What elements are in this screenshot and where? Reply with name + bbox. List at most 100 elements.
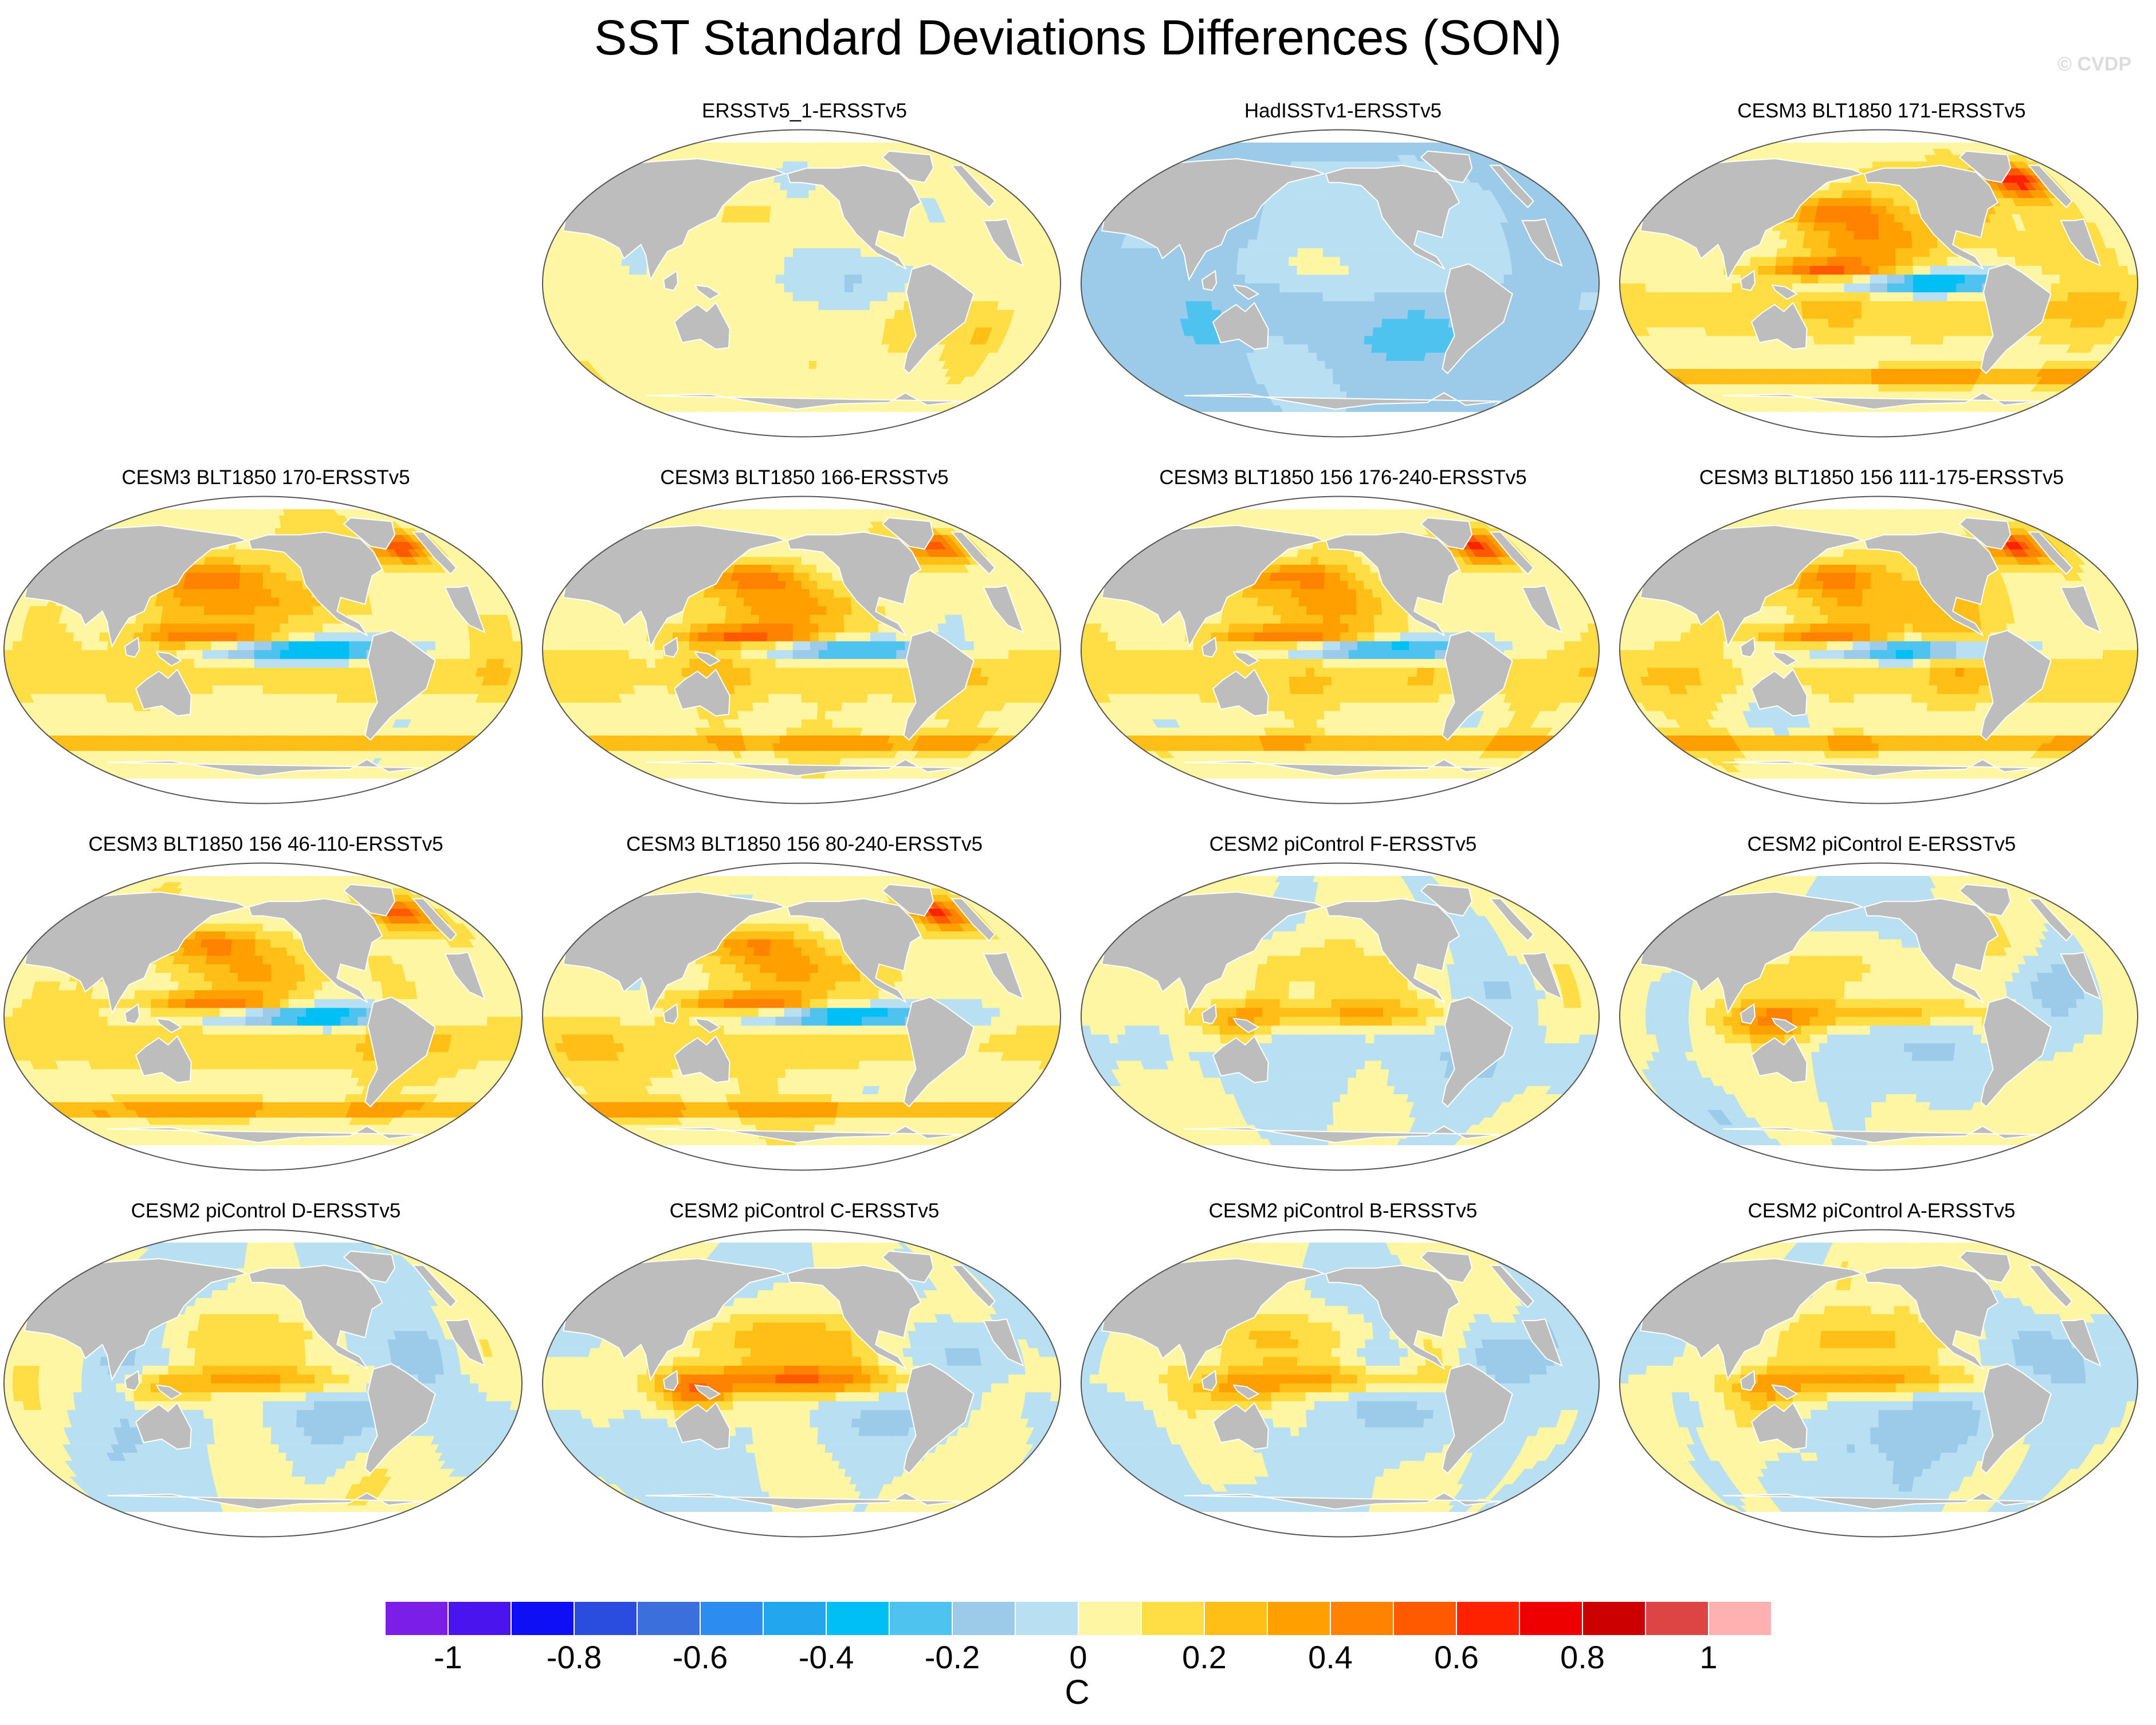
field-cell [611, 161, 627, 168]
field-cell [1229, 247, 1239, 257]
field-cell [839, 352, 849, 361]
field-cell [801, 292, 811, 301]
field-cell [788, 161, 796, 168]
field-cell [809, 327, 819, 336]
field-cell [1279, 292, 1289, 301]
field-cell [1690, 301, 1701, 311]
field-cell [823, 360, 832, 369]
field-cell [827, 256, 837, 266]
field-cell [1365, 318, 1375, 328]
field-cell [1263, 247, 1273, 257]
field-cell [672, 292, 682, 301]
field-cell [795, 391, 802, 399]
field-cell [1589, 274, 1599, 284]
field-cell [1340, 344, 1349, 353]
field-cell [1340, 318, 1349, 328]
field-cell [1281, 239, 1291, 249]
field-cell [794, 182, 802, 191]
field-cell [1863, 352, 1872, 361]
field-cell [1303, 190, 1312, 198]
field-cell [793, 214, 802, 223]
field-cell [595, 301, 606, 311]
field-cell [1283, 214, 1294, 223]
field-cell [1177, 142, 1193, 149]
field-cell [1297, 309, 1307, 319]
field-cell [895, 301, 905, 311]
field-cell [835, 256, 845, 266]
field-cell [1306, 327, 1316, 336]
field-cell [1282, 327, 1291, 336]
field-cell [1356, 318, 1366, 328]
field-cell [681, 256, 692, 266]
field-cell [786, 360, 795, 369]
field-cell [1878, 335, 1887, 345]
field-cell [878, 301, 888, 311]
field-cell [843, 256, 854, 266]
field-cell [772, 182, 781, 191]
field-cell [1362, 360, 1371, 369]
field-cell [1340, 376, 1348, 384]
field-cell [768, 230, 777, 240]
field-cell [1340, 148, 1346, 155]
field-cell [1314, 318, 1324, 328]
field-cell [1725, 309, 1736, 319]
field-cell [1298, 230, 1308, 240]
field-cell [1382, 309, 1392, 319]
field-cell [1714, 292, 1725, 301]
field-cell [825, 335, 835, 345]
field-cell [758, 265, 768, 275]
field-cell [943, 142, 959, 149]
field-cell [1911, 318, 1921, 328]
field-cell [1423, 318, 1434, 328]
field-cell [763, 360, 772, 369]
field-cell [801, 283, 811, 293]
field-cell [801, 384, 809, 392]
field-cell [734, 318, 744, 328]
field-cell [683, 239, 694, 249]
field-cell [764, 190, 773, 198]
field-cell [1295, 190, 1305, 198]
field-cell [941, 148, 957, 155]
field-cell [1334, 142, 1341, 149]
field-cell [1239, 239, 1249, 249]
field-cell [2032, 405, 2048, 412]
field-cell [1820, 327, 1830, 336]
field-cell [776, 230, 786, 240]
field-cell [1355, 214, 1365, 223]
field-cell [1204, 142, 1219, 149]
field-cell [1305, 265, 1315, 275]
field-cell [982, 283, 992, 293]
field-cell [1812, 327, 1822, 336]
field-cell [1458, 247, 1468, 257]
field-cell [1520, 265, 1530, 275]
field-cell [832, 344, 842, 353]
field-cell [724, 283, 733, 293]
field-cell [1697, 292, 1707, 301]
field-cell [792, 274, 802, 284]
field-cell [1348, 274, 1358, 284]
field-cell [1315, 344, 1325, 353]
field-cell [637, 292, 647, 301]
map-svg [1081, 129, 1600, 438]
field-cell [1158, 405, 1175, 412]
field-cell [767, 239, 777, 249]
field-cell [1357, 283, 1366, 293]
field-cell [777, 214, 787, 223]
field-cell [760, 222, 770, 231]
field-cell [869, 309, 879, 319]
field-cell [1847, 352, 1856, 361]
field-cell [849, 335, 859, 345]
field-cell [1688, 398, 1705, 406]
field-cell [1124, 283, 1134, 293]
field-cell [741, 292, 751, 301]
field-cell [1307, 214, 1317, 223]
field-cell [971, 301, 982, 311]
field-cell [568, 292, 579, 301]
field-cell [1356, 335, 1365, 345]
field-cell [801, 301, 811, 311]
field-cell [1723, 292, 1733, 301]
map-svg [1619, 129, 2138, 438]
field-cell [1930, 292, 1939, 301]
field-cell [771, 198, 780, 206]
field-cell [862, 274, 871, 284]
